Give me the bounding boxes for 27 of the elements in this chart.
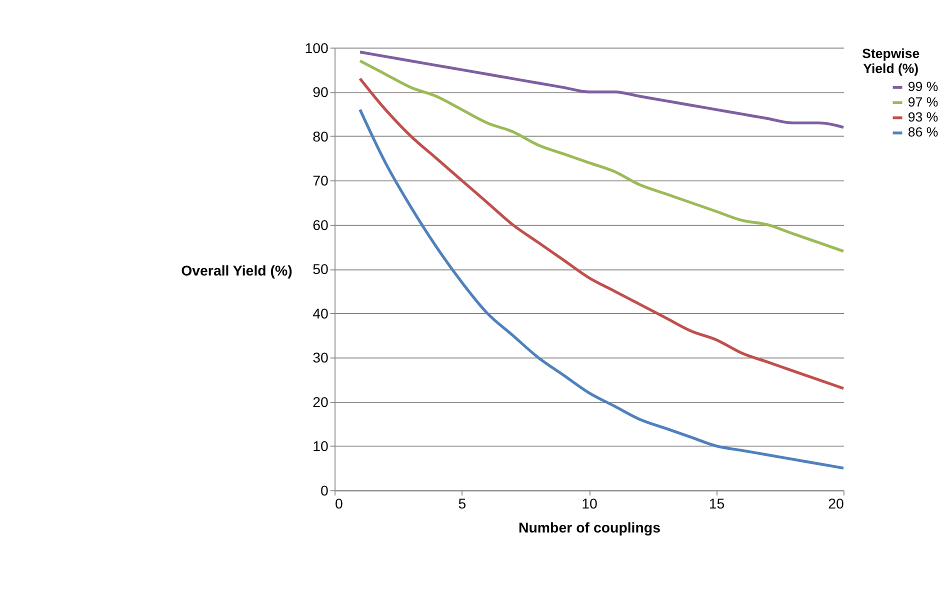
y-tick-label: 60	[312, 218, 328, 234]
line-series	[358, 50, 845, 129]
line-series	[358, 77, 845, 390]
y-tick-label: 50	[312, 262, 328, 278]
legend-label: 93 %	[908, 110, 938, 125]
y-tick-label: 80	[312, 129, 328, 146]
legend-title: Stepwise Yield (%)	[862, 46, 920, 76]
y-tick-label: 30	[312, 350, 328, 367]
x-tick-label: 15	[708, 496, 725, 513]
y-tick-label: 40	[312, 306, 328, 322]
legend-label: 97 %	[908, 94, 938, 110]
x-tick-label: 0	[335, 496, 344, 513]
x-tick-label: 5	[458, 496, 466, 513]
y-tick-label: 90	[312, 85, 328, 102]
x-tick-label: 20	[828, 496, 844, 513]
y-tick-label: 70	[312, 174, 328, 190]
y-tick-label: 20	[312, 394, 328, 411]
legend-label: 99 %	[908, 79, 938, 94]
legend-label: 86 %	[908, 124, 938, 140]
y-axis-title: Overall Yield (%)	[181, 264, 293, 280]
x-axis-title: Number of couplings	[518, 520, 661, 536]
line-series	[358, 108, 845, 470]
y-tick-label: 0	[320, 483, 328, 500]
y-tick-label: 100	[304, 40, 328, 57]
line-series	[358, 60, 845, 253]
y-tick-label: 10	[312, 439, 328, 456]
x-tick-label: 10	[582, 496, 598, 513]
